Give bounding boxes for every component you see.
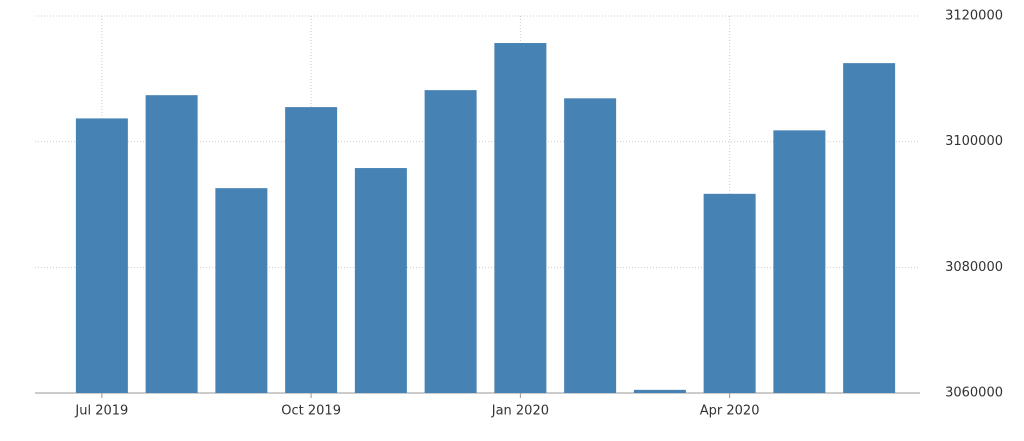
bar bbox=[75, 118, 128, 393]
x-tick-label: Jan 2020 bbox=[491, 404, 549, 419]
bar bbox=[145, 95, 198, 394]
y-tick-label: 3120000 bbox=[945, 9, 1003, 24]
bar bbox=[354, 168, 407, 393]
x-tick-label: Jul 2019 bbox=[74, 404, 128, 419]
bar bbox=[633, 389, 686, 393]
bar bbox=[494, 43, 547, 393]
bar bbox=[215, 188, 268, 393]
bar bbox=[285, 107, 338, 393]
y-tick-label: 3080000 bbox=[945, 260, 1003, 275]
x-tick-label: Apr 2020 bbox=[700, 404, 760, 419]
y-tick-label: 3100000 bbox=[945, 134, 1003, 149]
x-tick-label: Oct 2019 bbox=[281, 404, 341, 419]
bar bbox=[703, 193, 756, 393]
bar bbox=[773, 130, 826, 393]
bar bbox=[564, 98, 617, 393]
bar bbox=[843, 63, 896, 393]
y-tick-label: 3060000 bbox=[945, 386, 1003, 401]
bar bbox=[424, 90, 477, 393]
